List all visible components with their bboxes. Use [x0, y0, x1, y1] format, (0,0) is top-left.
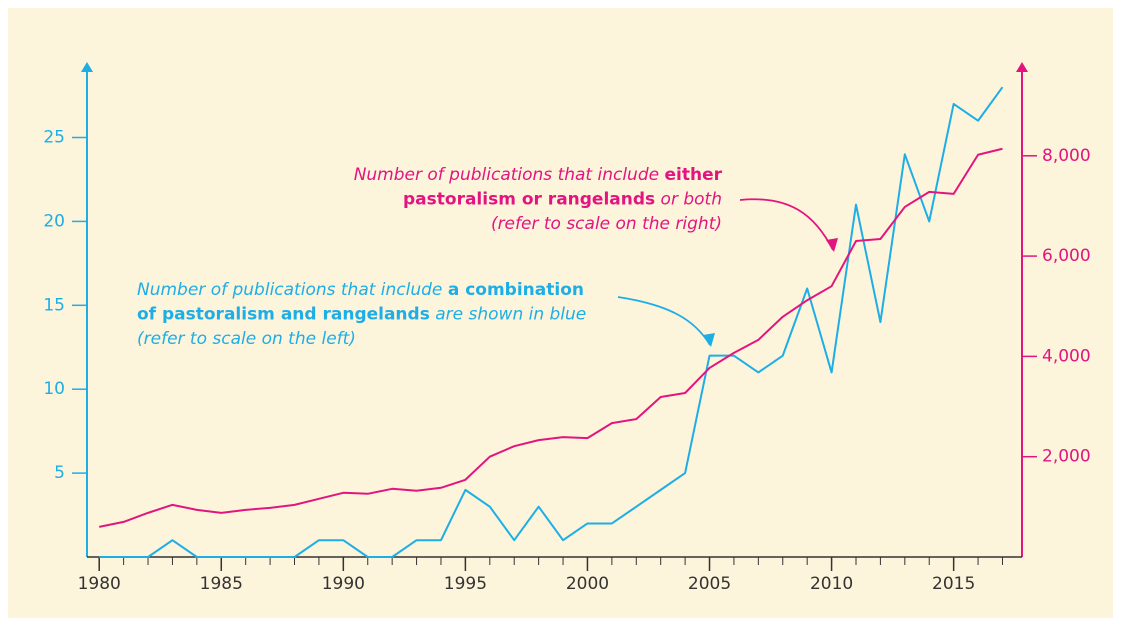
- y-tick-label: 25: [43, 128, 65, 148]
- x-tick-label: 1985: [200, 574, 243, 594]
- x-tick-label: 1980: [78, 574, 121, 594]
- series-line: [99, 86, 1004, 558]
- y-tick-label: 10: [43, 379, 65, 399]
- annotation-line: Number of publications that include eith…: [354, 165, 723, 185]
- x-tick-label: 2010: [810, 574, 853, 594]
- x-tick-label: 2005: [688, 574, 731, 594]
- x-tick-label: 1995: [444, 574, 487, 594]
- annotation-text: (refer to scale on the right): [491, 214, 722, 234]
- annotation-line: pastoralism or rangelands or both: [403, 190, 722, 210]
- annotation-line: Number of publications that include a co…: [137, 280, 584, 300]
- annotation-text: Number of publications that include: [354, 165, 665, 185]
- blue-arrow-head: [703, 333, 715, 347]
- background: [8, 8, 1113, 618]
- annotation-text: or both: [655, 190, 722, 210]
- annotation-line: (refer to scale on the right): [491, 214, 722, 234]
- series-line: [99, 147, 1003, 528]
- y-tick-label: 5: [54, 463, 65, 483]
- y-tick-label: 20: [43, 211, 65, 231]
- y-tick-label: 15: [43, 295, 65, 315]
- annotation-text: (refer to scale on the left): [137, 329, 356, 349]
- y2-tick-label: 4,000: [1042, 346, 1091, 366]
- annotation-text: Number of publications that include: [137, 280, 448, 300]
- pink-arrow: [739, 198, 834, 251]
- pink-arrow-head: [826, 238, 838, 252]
- y2-tick-label: 6,000: [1042, 246, 1091, 266]
- y2-tick-label: 8,000: [1042, 146, 1091, 166]
- y2-tick-label: 2,000: [1042, 447, 1091, 467]
- annotation-text: a combination: [448, 280, 584, 300]
- x-tick-label: 1990: [322, 574, 365, 594]
- x-tick-label: 2000: [566, 574, 609, 594]
- annotation-line: (refer to scale on the left): [137, 329, 356, 349]
- annotation-text: of pastoralism and rangelands: [137, 305, 430, 325]
- x-tick-label: 2015: [932, 574, 975, 594]
- y2-axis-arrow: [1016, 62, 1028, 72]
- annotation-text: are shown in blue: [430, 305, 586, 325]
- annotation-text: pastoralism or rangelands: [403, 190, 655, 210]
- annotation-line: of pastoralism and rangelands are shown …: [137, 305, 586, 325]
- annotation-text: either: [665, 165, 723, 185]
- y-axis-arrow: [81, 62, 93, 72]
